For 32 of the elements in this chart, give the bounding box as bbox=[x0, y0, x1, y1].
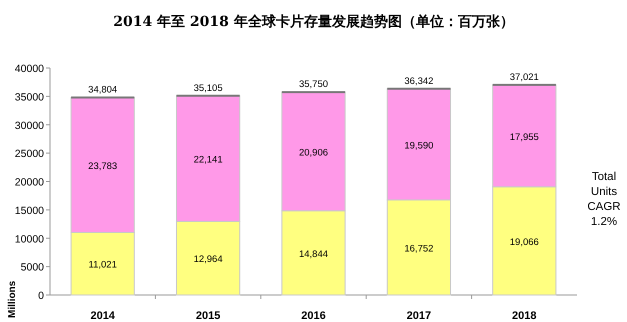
data-label: 23,783 bbox=[88, 160, 118, 172]
total-label: 37,021 bbox=[510, 72, 539, 83]
x-tick-label: 2016 bbox=[301, 310, 326, 322]
y-tick-label: 20000 bbox=[14, 176, 44, 188]
data-label: 20,906 bbox=[298, 147, 328, 158]
x-tick-label: 2017 bbox=[406, 310, 432, 322]
title: 2014 年至 2018 年全球卡片存量发展趋势图（单位：百万张） bbox=[113, 14, 514, 30]
y-tick-label: 10000 bbox=[14, 233, 44, 246]
total-label: 34,804 bbox=[88, 84, 118, 96]
data-label: 11,021 bbox=[88, 260, 117, 271]
y-tick-label: 0 bbox=[38, 290, 44, 302]
total-label: 36,342 bbox=[404, 76, 434, 87]
total-label: 35,750 bbox=[298, 79, 328, 90]
data-label: 16,752 bbox=[404, 243, 434, 254]
x-tick-label: 2015 bbox=[196, 310, 220, 322]
data-label: 17,955 bbox=[510, 132, 539, 143]
y-tick-label: 5000 bbox=[20, 262, 44, 274]
data-label: 19,590 bbox=[404, 140, 434, 152]
y-tick-label: 35000 bbox=[14, 91, 44, 104]
y-tick-label: 30000 bbox=[14, 120, 44, 132]
y-tick-label: 40000 bbox=[14, 63, 44, 75]
data-label: 12,964 bbox=[194, 254, 223, 266]
data-label: 22,141 bbox=[194, 154, 223, 166]
total-label: 35,105 bbox=[194, 82, 223, 94]
y-tick-label: 15000 bbox=[14, 204, 44, 217]
x-tick-label: 2018 bbox=[512, 310, 537, 322]
data-label: 19,066 bbox=[510, 236, 539, 248]
y-tick-label: 25000 bbox=[14, 148, 44, 160]
y-axis-title: Millions bbox=[7, 280, 18, 318]
data-label: 14,844 bbox=[298, 248, 328, 260]
text: Total Units CAGR 1.2% bbox=[587, 171, 621, 228]
x-tick-label: 2014 bbox=[90, 310, 116, 322]
